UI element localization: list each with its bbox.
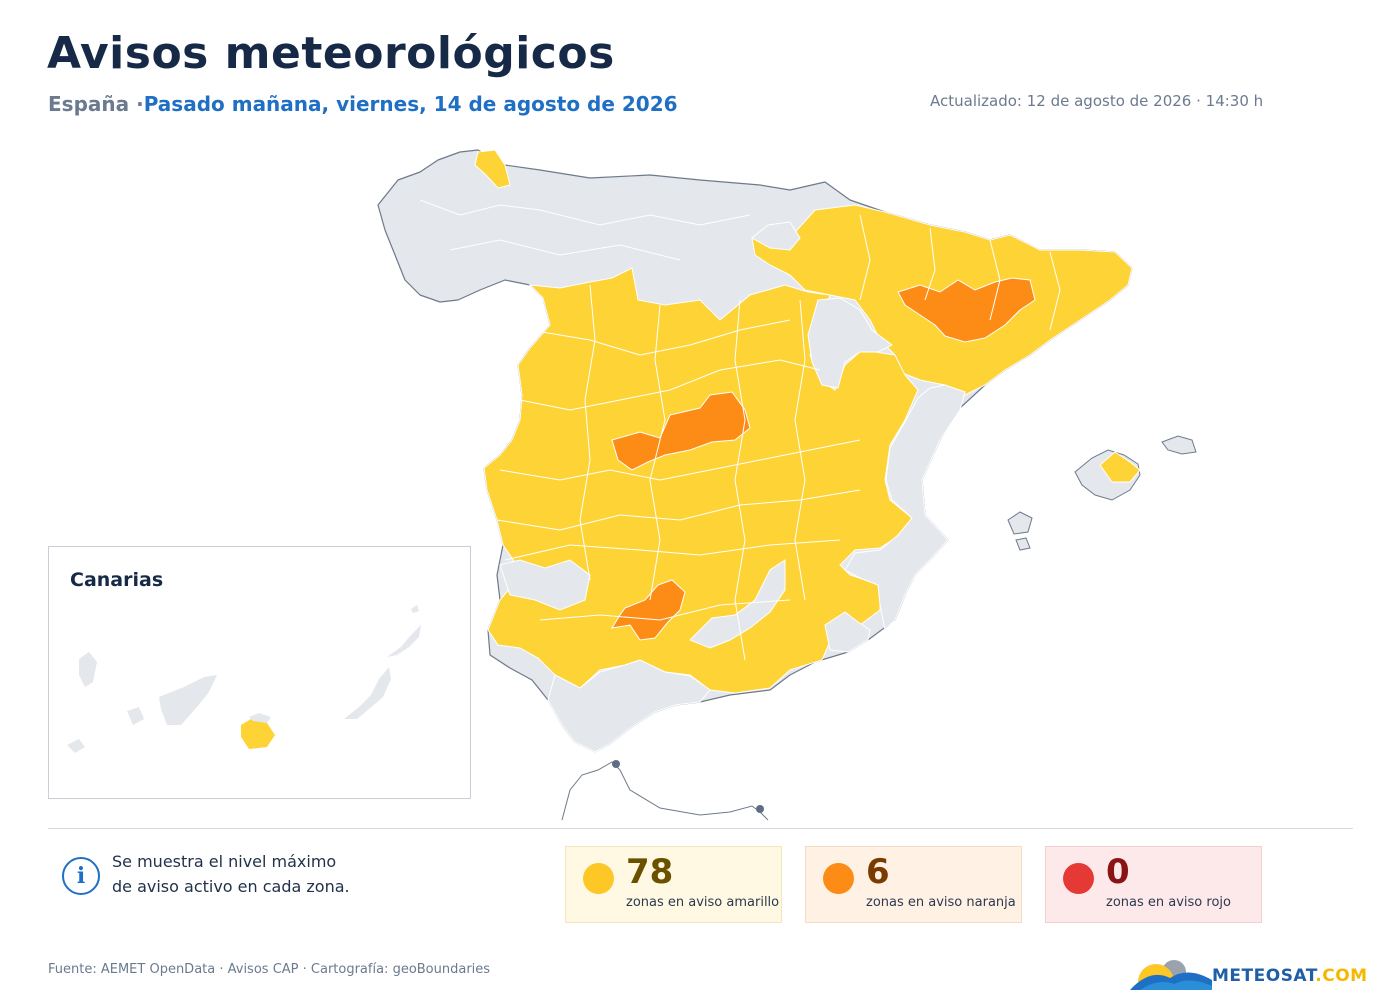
yellow-dot-icon <box>583 863 614 894</box>
island-ibiza <box>1007 511 1033 535</box>
warning-zone-orange-madrid <box>611 391 751 471</box>
island-gran-canaria-north <box>249 713 271 723</box>
orange-count: 6 <box>866 852 890 892</box>
africa-coastline <box>561 761 769 821</box>
no-warning-zone-cadiz <box>547 659 711 753</box>
island-tenerife <box>159 675 217 725</box>
island-la-gomera <box>127 707 144 725</box>
ceuta-marker <box>612 760 620 768</box>
brand-tld: .COM <box>1315 966 1368 986</box>
canarias-map <box>67 605 421 753</box>
orange-dot-icon <box>823 863 854 894</box>
island-la-graciosa <box>411 605 419 613</box>
brand-text: METEOSAT.COM <box>1212 966 1368 986</box>
warning-zone-yellow-center <box>483 267 919 694</box>
red-count: 0 <box>1106 852 1130 892</box>
island-menorca <box>1161 435 1197 455</box>
yellow-label: zonas en aviso amarillo <box>626 895 780 910</box>
island-fuerteventura <box>344 667 391 719</box>
island-el-hierro <box>67 739 85 753</box>
orange-label: zonas en aviso naranja <box>866 895 1016 910</box>
page-subtitle: España ·Pasado mañana, viernes, 14 de ag… <box>48 92 678 116</box>
island-lanzarote <box>387 625 421 657</box>
stat-card-yellow: 78 zonas en aviso amarillo <box>565 846 782 923</box>
stat-card-orange: 6 zonas en aviso naranja <box>805 846 1022 923</box>
melilla-marker <box>756 805 764 813</box>
subtitle-separator: · <box>129 92 144 116</box>
no-warning-zone-southeast <box>689 559 786 649</box>
source-credit: Fuente: AEMET OpenData · Avisos CAP · Ca… <box>48 962 491 977</box>
canarias-inset: Canarias <box>48 546 471 799</box>
info-line-1: Se muestra el nivel máximo <box>112 852 337 871</box>
red-dot-icon <box>1063 863 1094 894</box>
red-label: zonas en aviso rojo <box>1106 895 1231 910</box>
yellow-count: 78 <box>626 852 674 892</box>
island-la-palma <box>79 652 97 687</box>
no-warning-zone-south <box>499 559 591 611</box>
info-line-2: de aviso activo en cada zona. <box>112 877 350 896</box>
warning-zone-yellow-mallorca <box>1099 451 1141 483</box>
inset-title: Canarias <box>70 569 164 591</box>
updated-timestamp: Actualizado: 12 de agosto de 2026 · 14:3… <box>930 92 1264 110</box>
no-warning-zone-east <box>844 384 966 632</box>
brand-main: METEOSAT <box>1212 966 1316 986</box>
no-warning-zone-basque <box>751 221 801 251</box>
info-icon: i <box>62 857 100 895</box>
forecast-date: Pasado mañana, viernes, 14 de agosto de … <box>143 92 678 116</box>
page-title: Avisos meteorológicos <box>47 28 615 79</box>
stat-card-red: 0 zonas en aviso rojo <box>1045 846 1262 923</box>
sun-cloud-icon <box>1130 960 1212 990</box>
no-warning-zone-murcia <box>824 611 871 653</box>
section-divider <box>48 828 1353 829</box>
warning-zone-yellow-galicia <box>474 149 511 189</box>
no-warning-zone-ebro <box>807 297 893 389</box>
zone-boundaries <box>419 199 1061 661</box>
meteosat-logo[interactable]: METEOSAT.COM <box>1130 958 1367 990</box>
island-formentera <box>1015 537 1031 551</box>
country-label: España <box>48 92 130 116</box>
warning-zone-orange-andalucia <box>610 579 686 641</box>
warning-zone-yellow-gran-canaria <box>241 719 275 749</box>
spain-warning-map <box>377 149 1197 821</box>
info-note: Se muestra el nivel máximo de aviso acti… <box>112 849 350 899</box>
warning-zone-orange-catalonia <box>897 277 1036 343</box>
